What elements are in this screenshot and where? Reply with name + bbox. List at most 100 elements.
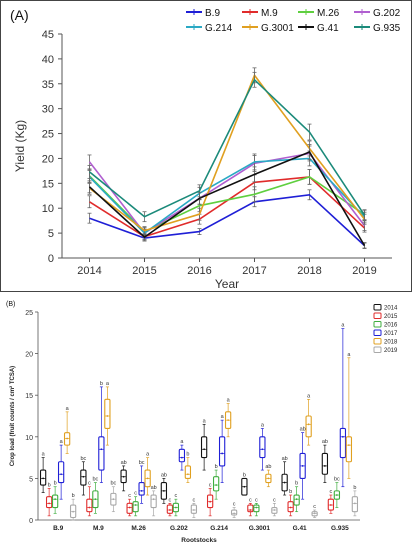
significance-letter: c bbox=[313, 504, 316, 510]
y-tick-label: 0 bbox=[29, 518, 33, 525]
y-tick-label: 25 bbox=[42, 129, 54, 141]
box-2019-g-41: c bbox=[311, 504, 318, 518]
y-tick-label: 5 bbox=[29, 476, 33, 483]
legend-swatch bbox=[373, 338, 382, 345]
box-2015-m-9: c bbox=[86, 481, 93, 517]
y-tick-label: 15 bbox=[25, 393, 33, 400]
box-2018-m-26: a bbox=[144, 452, 151, 496]
box-mean-point bbox=[88, 506, 91, 509]
box-2018-g-202: b bbox=[184, 452, 192, 483]
significance-letter: ab bbox=[282, 456, 288, 462]
box-2016-g-935: bc bbox=[333, 477, 340, 508]
box-mean-point bbox=[233, 512, 236, 515]
box-2015-g-935: c bbox=[327, 489, 335, 514]
box-2014-m-9: bc bbox=[80, 456, 87, 496]
legend-label: B.9 bbox=[205, 8, 220, 19]
box-mean-point bbox=[180, 456, 183, 459]
y-tick-label: 5 bbox=[48, 228, 54, 240]
box-mean-point bbox=[255, 506, 258, 509]
y-tick-label: 20 bbox=[25, 352, 33, 359]
box-mean-point bbox=[283, 481, 286, 484]
significance-letter: a bbox=[60, 439, 64, 445]
box-mean-point bbox=[168, 509, 171, 511]
series-line bbox=[88, 157, 366, 235]
x-tick-label: G.41 bbox=[293, 525, 307, 532]
box-mean-point bbox=[192, 509, 195, 511]
box-mean-point bbox=[289, 506, 292, 509]
box-2014-b-9: a bbox=[39, 452, 47, 493]
box-mean-point bbox=[82, 475, 85, 478]
significance-letter: c bbox=[88, 481, 91, 487]
box-2017-m-26: bc bbox=[138, 460, 145, 504]
box-mean-point bbox=[146, 477, 149, 480]
box-mean-point bbox=[162, 489, 165, 492]
box-2017-g-214: a bbox=[218, 414, 226, 483]
legend-label: 2019 bbox=[384, 348, 398, 354]
box-2019-b-9: b bbox=[69, 493, 77, 521]
box-2015-m-26: c bbox=[126, 493, 133, 517]
significance-letter: a bbox=[347, 352, 351, 358]
significance-letter: ab bbox=[121, 460, 127, 466]
box-2016-g-41: b bbox=[293, 481, 300, 513]
significance-letter: c bbox=[249, 497, 252, 503]
y-tick-label: 35 bbox=[42, 79, 54, 91]
box-body bbox=[345, 436, 353, 463]
significance-letter: a bbox=[227, 398, 231, 404]
significance-letter: b bbox=[54, 481, 57, 487]
series-line bbox=[89, 73, 366, 232]
panel-a-label: (A) bbox=[10, 7, 29, 23]
box-mean-point bbox=[227, 419, 230, 422]
series-line bbox=[88, 78, 366, 218]
x-tick-label: M.26 bbox=[131, 525, 146, 532]
y-tick-label: 0 bbox=[48, 253, 54, 265]
box-mean-point bbox=[203, 448, 206, 451]
significance-letter: b bbox=[48, 482, 51, 488]
box-2019-g-935: b bbox=[351, 485, 359, 517]
box-mean-point bbox=[261, 448, 264, 451]
significance-letter: a bbox=[106, 381, 110, 387]
box-mean-point bbox=[48, 502, 51, 505]
x-tick-label: 2016 bbox=[187, 265, 211, 277]
legend-label: G.41 bbox=[317, 23, 339, 34]
significance-letter: ab bbox=[151, 485, 157, 491]
significance-letter: bc bbox=[110, 481, 116, 487]
box-mean-point bbox=[112, 498, 115, 501]
box-mean-point bbox=[267, 477, 270, 480]
box-2016-g-202: c bbox=[172, 493, 180, 517]
box-2014-g-935: ab bbox=[321, 439, 329, 483]
box-2016-g-3001: c bbox=[253, 497, 260, 517]
significance-letter: a bbox=[66, 406, 70, 412]
box-body bbox=[45, 496, 53, 509]
legend-label: 2018 bbox=[384, 340, 398, 346]
legend-label: G.935 bbox=[373, 23, 401, 34]
y-tick-label: 45 bbox=[42, 29, 54, 41]
box-mean-point bbox=[42, 477, 45, 480]
legend-label: G.202 bbox=[373, 8, 401, 19]
x-tick-label: 2019 bbox=[352, 265, 376, 277]
significance-letter: a bbox=[180, 439, 184, 445]
y-tick-label: 40 bbox=[42, 54, 54, 66]
significance-letter: c bbox=[209, 482, 212, 488]
legend-swatch bbox=[373, 329, 382, 336]
box-mean-point bbox=[329, 504, 332, 506]
box-2017-g-202: a bbox=[178, 439, 186, 471]
box-2019-g-202: c bbox=[190, 497, 198, 518]
significance-letter: a bbox=[42, 452, 46, 458]
box-2018-g-3001: ab bbox=[265, 464, 272, 488]
significance-letter: ab bbox=[265, 464, 271, 470]
box-mean-point bbox=[152, 498, 155, 501]
box-2019-m-9: bc bbox=[110, 481, 117, 513]
box-2014-g-214: a bbox=[200, 418, 208, 471]
box-2017-b-9: a bbox=[57, 439, 65, 500]
box-mean-point bbox=[122, 475, 125, 478]
box-mean-point bbox=[353, 502, 356, 505]
box-mean-point bbox=[335, 494, 338, 496]
box-body bbox=[98, 436, 105, 471]
box-2019-m-26: ab bbox=[150, 485, 157, 517]
legend-label: G.3001 bbox=[261, 23, 294, 34]
significance-letter: bc bbox=[80, 456, 86, 462]
box-2018-g-41: a bbox=[305, 393, 312, 446]
box-body bbox=[51, 494, 59, 509]
significance-letter: b bbox=[353, 485, 356, 491]
box-mean-point bbox=[134, 504, 137, 506]
